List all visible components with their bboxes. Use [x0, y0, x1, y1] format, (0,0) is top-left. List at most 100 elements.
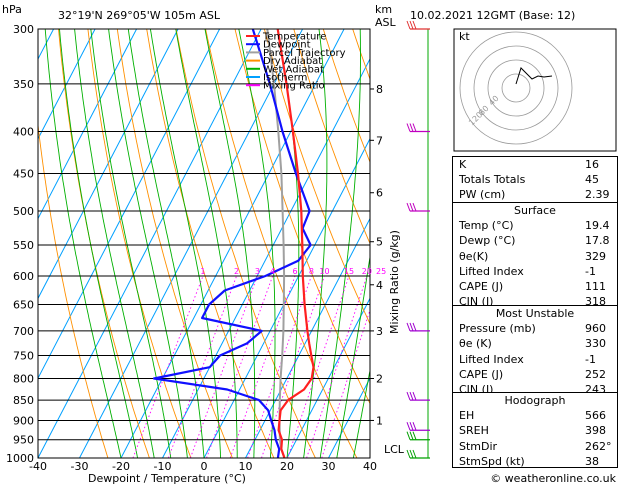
mixing-ratio-line: [132, 275, 204, 458]
temperature-tick-label: -10: [154, 460, 172, 473]
dry-adiabat-line: [116, 29, 233, 458]
index-value: 2.39: [585, 188, 610, 202]
temperature-tick-label: -20: [112, 460, 130, 473]
index-label: CAPE (J): [459, 367, 504, 381]
index-value: 262°: [585, 439, 612, 453]
pressure-tick-label: 950: [13, 434, 34, 447]
hodograph-ring: [459, 31, 573, 145]
most-unstable-row: CAPE (J) 252: [453, 367, 617, 382]
legend-label: Temperature: [262, 32, 326, 43]
index-value: 17.8: [585, 234, 610, 248]
mixing-ratio-line: [206, 275, 274, 458]
mixing-ratio-label: 6: [292, 267, 297, 276]
hodograph-row: SREH 398: [453, 423, 617, 438]
pressure-tick-label: 700: [13, 325, 34, 338]
pressure-tick-label: 300: [13, 23, 34, 36]
location-title: 32°19'N 269°05'W 105m ASL: [58, 9, 221, 22]
index-value: 566: [585, 409, 606, 423]
wind-barb-flag: [409, 322, 414, 332]
mixing-ratio-label: 8: [309, 267, 314, 276]
wind-barb-flag: [412, 391, 417, 401]
wind-barb-flag: [409, 391, 414, 401]
index-value: 45: [585, 173, 599, 187]
dry-adiabat-line: [58, 29, 150, 458]
hodograph-ring: [501, 73, 531, 103]
index-label: EH: [459, 409, 475, 423]
index-value: -1: [585, 352, 596, 366]
dewpoint-line: [152, 29, 312, 458]
temperature-tick-label: -30: [71, 460, 89, 473]
index-label: Lifted Index: [459, 264, 524, 278]
hodograph-title: Hodograph: [504, 394, 566, 407]
isotherm-line: [162, 57, 370, 458]
km-tick-label: 4: [376, 279, 383, 292]
index-value: 19.4: [585, 219, 610, 233]
hodograph-kt-label: kt: [459, 30, 470, 43]
pressure-tick-label: 600: [13, 270, 34, 283]
wind-barb-flag: [409, 123, 414, 132]
index-label: θe (K): [459, 337, 492, 351]
wet-adiabat-line: [319, 29, 361, 458]
index-value: 398: [585, 424, 606, 438]
hodograph-ring: [487, 59, 545, 117]
wind-barb-flag: [409, 449, 414, 459]
km-tick-label: 2: [376, 372, 383, 385]
index-label: Dewp (°C): [459, 234, 516, 248]
wet-adiabat-line: [44, 29, 122, 458]
temperature-tick-label: 10: [239, 460, 253, 473]
mixing-ratio-label: 2: [234, 267, 239, 276]
surface-row: CIN (J) 318: [453, 294, 617, 309]
temperature-tick-label: 0: [201, 460, 208, 473]
index-label: Totals Totals: [459, 173, 526, 187]
index-label: StmSpd (kt): [459, 454, 525, 468]
legend-label: Dewpoint: [263, 40, 311, 51]
mixing-ratio-line: [321, 308, 370, 458]
pressure-tick-label: 850: [13, 394, 34, 407]
index-row: K 16: [453, 157, 617, 172]
legend-label: Mixing Ratio: [263, 81, 325, 92]
wind-barb-flag: [412, 431, 417, 440]
temperature-tick-labels: -40 -30 -20 -10 0 10 20 30 40: [29, 460, 377, 473]
dry-adiabat-line: [205, 29, 358, 458]
km-axis: 1 2 3 4 5 6 7 8 LCL: [369, 29, 405, 458]
mixing-ratio-label: 3: [255, 267, 260, 276]
pressure-tick-label: 1000: [6, 452, 34, 465]
wind-barbs: [406, 20, 430, 459]
wind-barb-flag: [412, 322, 417, 332]
mixing-ratio-lines: [132, 275, 370, 458]
asl-label: ASL: [375, 16, 397, 29]
surface-row: CAPE (J) 111: [453, 279, 617, 294]
legend-label: Dry Adiabat: [263, 56, 322, 67]
mixing-ratio-label: 4: [270, 267, 275, 276]
hodograph-row: EH 566: [453, 408, 617, 423]
mixing-ratio-line: [261, 275, 325, 458]
wind-barb-flag: [406, 123, 411, 132]
mixing-ratio-label: 10: [319, 267, 329, 276]
km-tick-label: 7: [376, 134, 383, 147]
index-row: Totals Totals 45: [453, 172, 617, 187]
mixing-ratio-label: 25: [376, 267, 386, 276]
index-value: 330: [585, 337, 606, 351]
isotherm-line: [328, 377, 370, 458]
isotherm-line: [79, 29, 304, 458]
wind-barb-flag: [406, 449, 411, 459]
index-value: 960: [585, 322, 606, 336]
index-value: 38: [585, 454, 599, 468]
dry-adiabat-line: [293, 29, 370, 245]
most-unstable-row: Pressure (mb) 960: [453, 321, 617, 336]
km-tick-label: 3: [376, 325, 383, 338]
most-unstable-row: Lifted Index -1: [453, 352, 617, 367]
wind-barb-flag: [412, 20, 417, 30]
dry-adiabat-line: [234, 29, 370, 405]
legend-label: Isotherm: [263, 73, 307, 84]
temperature-tick-label: -40: [29, 460, 47, 473]
km-tick-label: 5: [376, 236, 383, 249]
pressure-tick-label: 900: [13, 414, 34, 427]
wet-adiabat-line: [352, 368, 370, 458]
pressure-tick-label: 400: [13, 126, 34, 139]
km-tick-label: 1: [376, 414, 383, 427]
sounding-profiles: [152, 29, 315, 458]
